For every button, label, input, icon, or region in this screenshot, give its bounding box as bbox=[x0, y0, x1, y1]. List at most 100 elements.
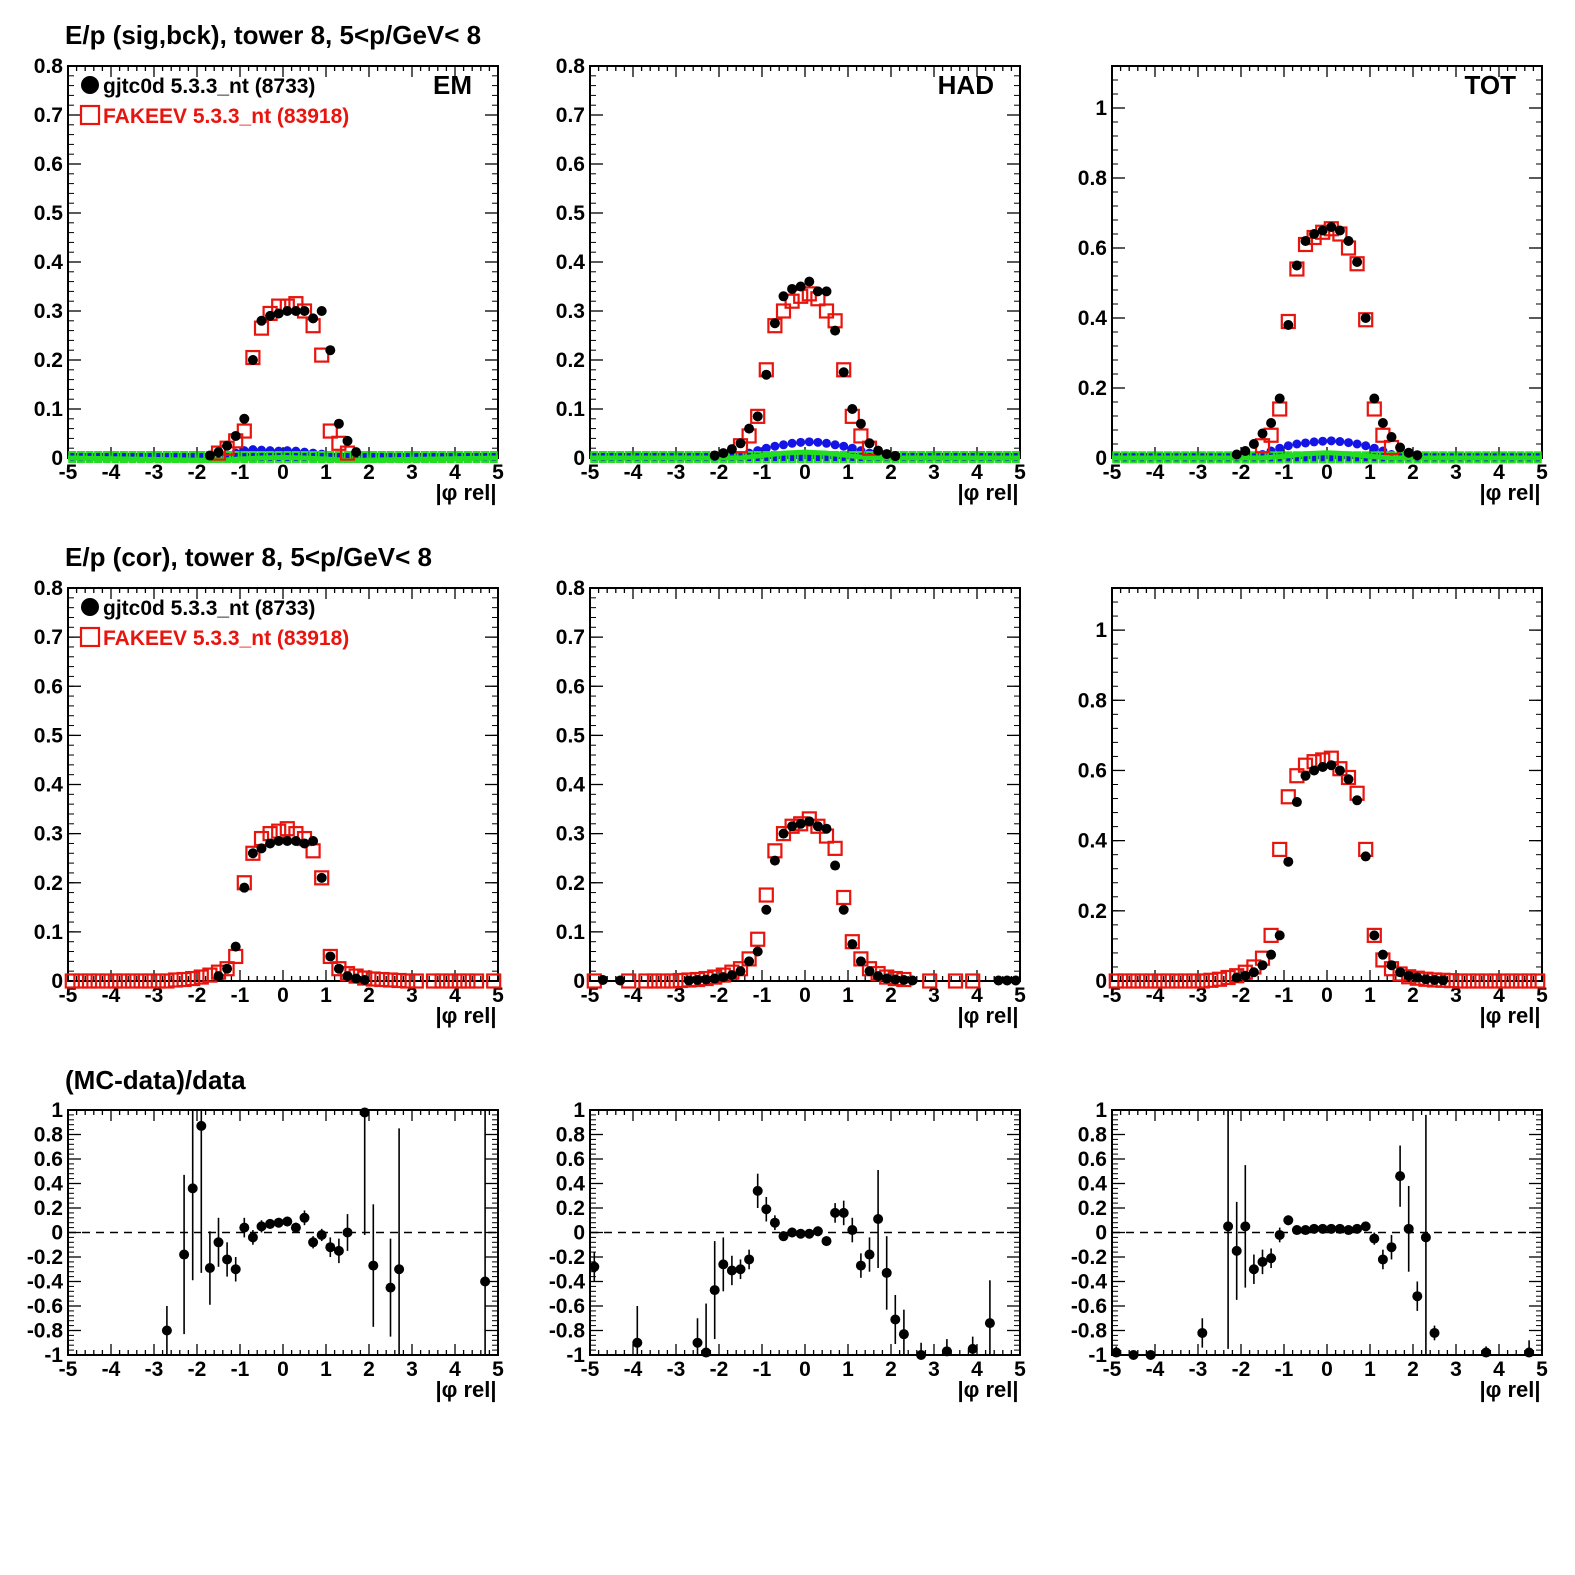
data-point bbox=[1412, 450, 1423, 461]
legend: gjtc0d 5.3.3_nt (8733) FAKEEV 5.3.3_nt (8… bbox=[79, 597, 349, 650]
mc-point bbox=[775, 303, 792, 319]
mc-point bbox=[382, 972, 399, 988]
mc-point bbox=[1366, 401, 1382, 417]
bck-mc-point bbox=[240, 451, 249, 464]
data-point bbox=[1309, 765, 1320, 776]
bck-mc-point bbox=[1447, 451, 1456, 464]
y-tick-label: 0 bbox=[1095, 970, 1107, 993]
bck-mc-point bbox=[76, 451, 85, 464]
row-title-cor: E/p (cor), tower 8, 5<p/GeV< 8 bbox=[65, 542, 432, 572]
x-tick-label: -4 bbox=[102, 1358, 121, 1381]
bck-mc-point bbox=[753, 451, 762, 464]
x-tick-label: 5 bbox=[1536, 1358, 1548, 1381]
data-point bbox=[1369, 930, 1380, 941]
bck-mc-point bbox=[309, 451, 318, 464]
x-axis-label: |φ rel| bbox=[1479, 1003, 1540, 1028]
x-tick-label: -3 bbox=[667, 461, 686, 484]
x-tick-label: 1 bbox=[320, 461, 332, 484]
x-tick-label: -3 bbox=[145, 984, 164, 1007]
data-point bbox=[1309, 229, 1320, 239]
bck-mc-point bbox=[813, 451, 822, 464]
ratio-point bbox=[830, 1207, 841, 1218]
y-tick-label: -0.4 bbox=[27, 1271, 64, 1294]
bck-mc-point bbox=[1146, 451, 1155, 464]
mc-point bbox=[322, 423, 338, 439]
data-point bbox=[1395, 442, 1406, 453]
y-tick-label: 0.6 bbox=[1078, 759, 1107, 782]
data-point bbox=[1334, 765, 1345, 776]
y-tick-label: 1 bbox=[51, 1099, 63, 1122]
bck-mc-point bbox=[865, 451, 874, 464]
bck-mc-point bbox=[1344, 451, 1353, 464]
y-tick-label: 1 bbox=[1095, 97, 1107, 120]
mc-point bbox=[784, 293, 800, 309]
data-point bbox=[804, 816, 815, 827]
ratio-point bbox=[247, 1232, 258, 1243]
data-point bbox=[821, 286, 832, 297]
mc-point bbox=[193, 969, 209, 985]
mc-point bbox=[1366, 927, 1382, 943]
mc-point bbox=[124, 973, 141, 989]
y-tick-label: 0 bbox=[573, 970, 585, 993]
legend-mc-marker bbox=[79, 626, 101, 648]
data-point bbox=[769, 855, 780, 866]
y-tick-label: 0.4 bbox=[556, 251, 586, 274]
x-tick-label: 3 bbox=[1450, 984, 1462, 1007]
data-point bbox=[615, 975, 626, 986]
bck-mc-point bbox=[641, 451, 650, 464]
bck-mc-point bbox=[917, 451, 926, 464]
ratio-point bbox=[187, 1183, 198, 1194]
bck-mc-point bbox=[805, 451, 814, 464]
y-tick-label: 0.4 bbox=[34, 251, 64, 274]
data-point bbox=[692, 975, 703, 986]
ratio-point bbox=[709, 1285, 720, 1296]
data-point bbox=[778, 828, 789, 839]
bck-mc-point bbox=[676, 451, 685, 464]
y-tick-label: 0.8 bbox=[1078, 689, 1108, 712]
y-tick-label: 0.4 bbox=[1078, 307, 1108, 330]
data-point bbox=[1248, 439, 1259, 449]
bck-data-point bbox=[796, 437, 806, 447]
legend-data-label: gjtc0d 5.3.3_nt (8733) bbox=[103, 75, 315, 98]
y-tick-label: 0.6 bbox=[1078, 237, 1107, 260]
bck-mc-point bbox=[1516, 451, 1525, 464]
data-point bbox=[804, 276, 815, 287]
bck-data-point bbox=[1301, 438, 1310, 448]
data-point bbox=[752, 411, 763, 422]
bck-mc-point bbox=[650, 451, 659, 464]
bck-mc-point bbox=[960, 451, 969, 464]
data-point bbox=[1420, 974, 1431, 985]
bck-mc-point bbox=[137, 451, 146, 464]
data-point bbox=[864, 438, 875, 449]
y-tick-label: -0.6 bbox=[549, 1295, 585, 1318]
data-point bbox=[325, 345, 336, 356]
bck-mc-point bbox=[343, 451, 352, 464]
ratio-point bbox=[1420, 1232, 1431, 1243]
bck-data-point bbox=[822, 438, 831, 448]
bck-mc-point bbox=[162, 451, 171, 464]
data-point bbox=[718, 972, 729, 983]
data-point bbox=[256, 315, 267, 326]
x-tick-label: -4 bbox=[1146, 984, 1165, 1007]
x-axis-label: |φ rel| bbox=[435, 1003, 496, 1028]
mc-point bbox=[107, 973, 123, 989]
bck-mc-point bbox=[1310, 451, 1319, 464]
mc-point bbox=[1461, 973, 1477, 989]
x-tick-label: -4 bbox=[1146, 1358, 1165, 1381]
bck-data-point bbox=[804, 437, 814, 447]
data-point bbox=[838, 904, 849, 915]
legend-data-marker bbox=[81, 598, 99, 616]
bck-mc-point bbox=[463, 451, 472, 464]
mc-point bbox=[1143, 973, 1159, 989]
bck-mc-point bbox=[616, 451, 625, 464]
data-point bbox=[1240, 446, 1251, 456]
mc-point bbox=[1186, 973, 1202, 989]
mc-point bbox=[1504, 973, 1520, 989]
ratio-point bbox=[1343, 1225, 1354, 1236]
ratio-point bbox=[342, 1227, 353, 1238]
bck-mc-point bbox=[848, 451, 857, 464]
ratio-point bbox=[273, 1217, 284, 1228]
y-tick-label: 0.8 bbox=[556, 55, 586, 78]
detector-label: TOT bbox=[1464, 70, 1516, 100]
x-tick-label: 1 bbox=[842, 1358, 854, 1381]
